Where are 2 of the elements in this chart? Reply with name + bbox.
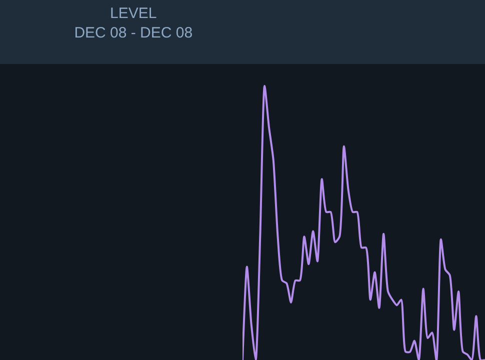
chart-subtitle: DEC 08 - DEC 08 — [74, 24, 193, 42]
chart-title: LEVEL — [110, 5, 157, 22]
